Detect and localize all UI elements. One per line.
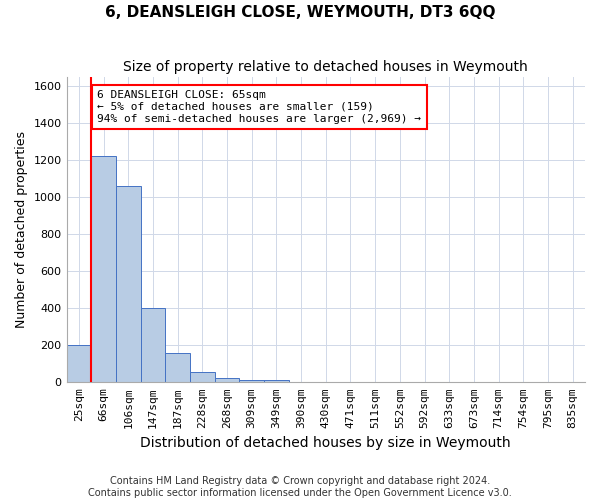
Text: 6, DEANSLEIGH CLOSE, WEYMOUTH, DT3 6QQ: 6, DEANSLEIGH CLOSE, WEYMOUTH, DT3 6QQ [105,5,495,20]
Y-axis label: Number of detached properties: Number of detached properties [15,131,28,328]
Bar [67,345,91,383]
Text: Contains HM Land Registry data © Crown copyright and database right 2024.
Contai: Contains HM Land Registry data © Crown c… [88,476,512,498]
Bar [116,186,140,382]
Text: 6 DEANSLEIGH CLOSE: 65sqm
← 5% of detached houses are smaller (159)
94% of semi-: 6 DEANSLEIGH CLOSE: 65sqm ← 5% of detach… [97,90,421,124]
Bar [91,156,116,382]
Bar [190,372,215,382]
Bar [239,380,264,382]
X-axis label: Distribution of detached houses by size in Weymouth: Distribution of detached houses by size … [140,436,511,450]
Title: Size of property relative to detached houses in Weymouth: Size of property relative to detached ho… [124,60,528,74]
Bar [264,380,289,382]
Bar [165,352,190,382]
Bar [215,378,239,382]
Bar [140,308,165,382]
